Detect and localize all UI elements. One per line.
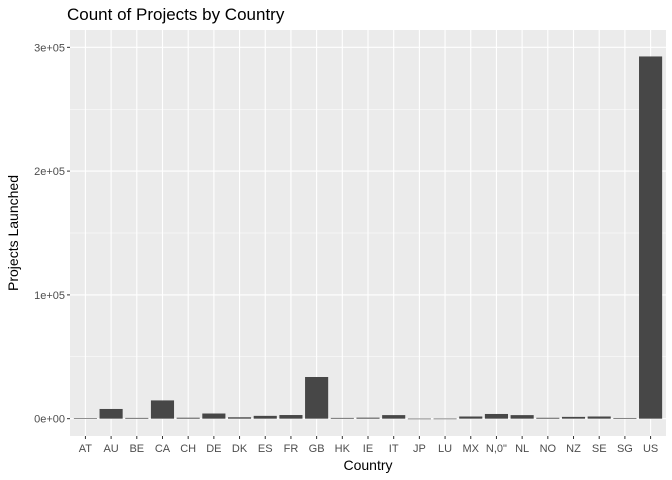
bar-dk [227,417,252,419]
x-tick-label: IE [363,443,373,455]
x-tick-label: DE [206,443,221,455]
x-tick-label: CH [180,443,196,455]
x-tick-label: CA [155,443,171,455]
bar-no [536,417,560,419]
bar-ie [356,417,380,419]
x-tick-label: US [643,443,658,455]
x-tick-label: IT [389,443,399,455]
bar-ca [150,400,175,419]
y-tick-label: 3e+05 [34,42,65,54]
bar-it [382,415,406,419]
bar-au [99,408,123,419]
x-tick-label: JP [413,443,426,455]
x-tick-label: GB [309,443,325,455]
x-tick-label: HK [335,443,351,455]
x-tick-label: NL [515,443,529,455]
bar-jp [407,418,431,420]
y-axis: 0e+00 1e+05 2e+05 3e+05 [34,42,70,426]
x-tick-label: ES [258,443,273,455]
major-gridlines [70,30,666,436]
x-tick-label: LU [438,443,452,455]
x-tick-label: FR [284,443,299,455]
bar-es [253,415,277,419]
bar-at [73,418,97,419]
bar-ch [176,417,200,419]
bar-hk [330,417,354,419]
bars [73,56,663,420]
bar-lu [433,418,457,420]
chart-title: Count of Projects by Country [67,5,285,24]
x-tick-label: AT [79,443,93,455]
x-axis-title: Country [343,457,392,473]
y-tick-label: 2e+05 [34,166,65,178]
y-tick-label: 0e+00 [34,414,65,426]
x-tick-label: SG [617,443,633,455]
bar-se [587,416,611,419]
x-tick-label: BE [129,443,144,455]
y-tick-label: 1e+05 [34,290,65,302]
x-tick-label: AU [103,443,118,455]
x-tick-label: MX [463,443,480,455]
bar-n0 [484,413,509,419]
x-tick-label: DK [232,443,248,455]
bar-us [639,56,663,419]
x-axis: AT AU BE CA CH DE DK ES FR GB HK IE IT JP LU MX N,0" NL NO… [79,436,658,455]
x-tick-label: N,0" [486,443,507,455]
bar-mx [459,416,483,419]
bar-nl [510,415,534,419]
y-axis-title: Projects Launched [5,175,21,291]
x-tick-label: NO [540,443,557,455]
bar-de [202,413,226,419]
bar-sg [613,417,637,419]
bar-fr [279,415,303,419]
bar-nz [561,416,586,419]
bar-gb [305,376,329,419]
bar-be [125,417,149,419]
x-tick-label: NZ [566,443,581,455]
x-tick-label: SE [592,443,607,455]
